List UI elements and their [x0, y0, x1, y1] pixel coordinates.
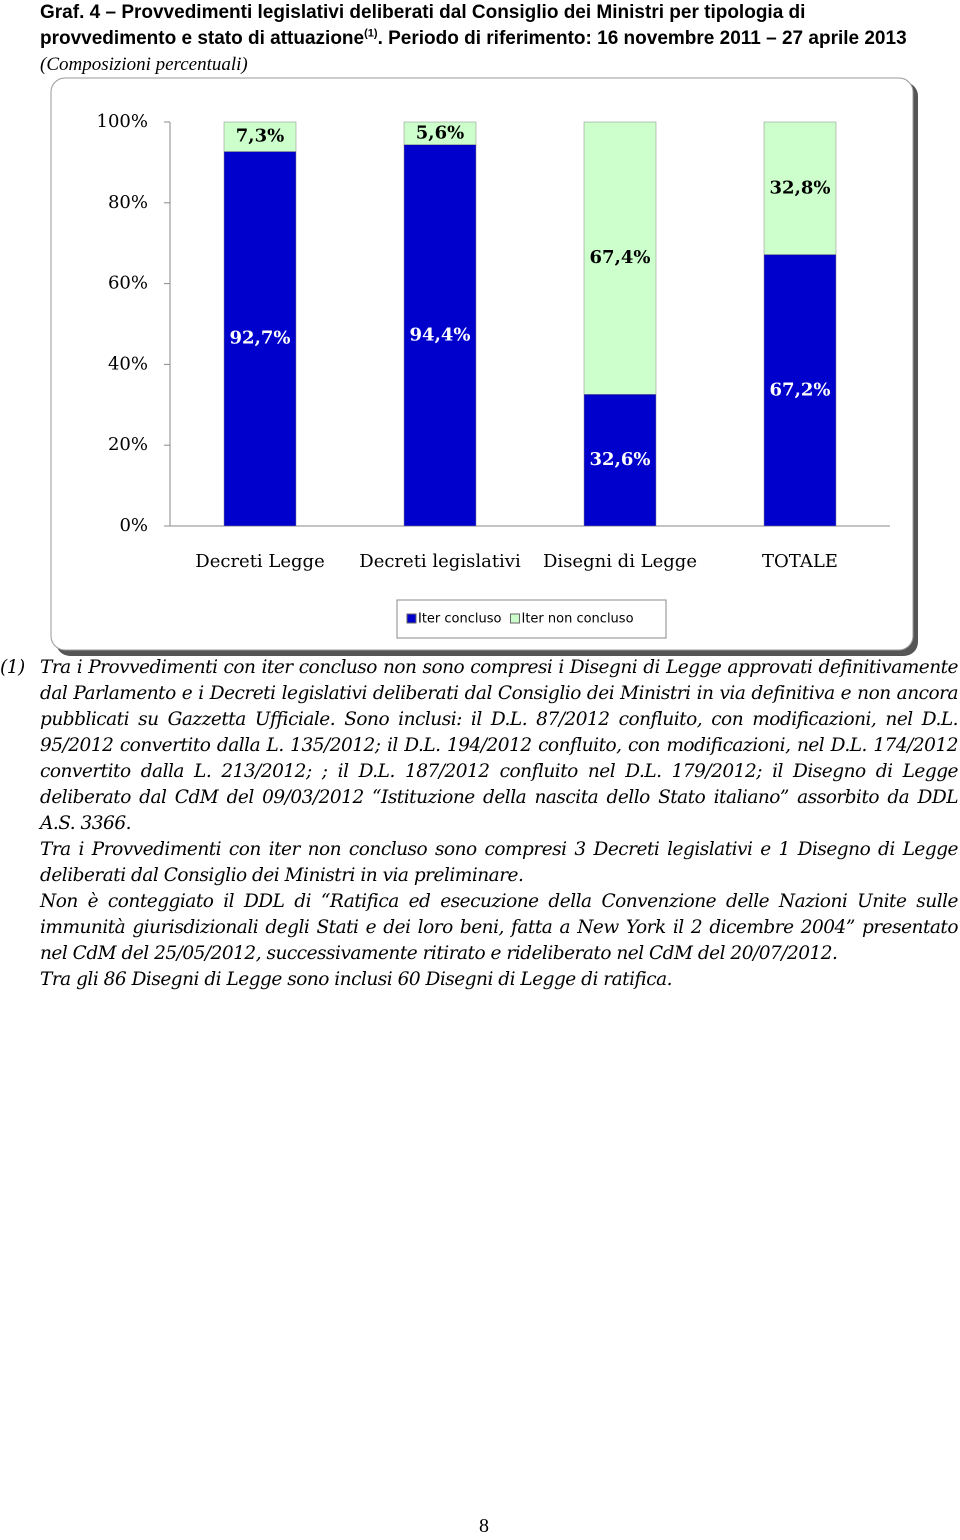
- note-paragraph: Tra i Provvedimenti con iter non conclus…: [40, 837, 959, 889]
- title-main: Graf. 4 – Provvedimenti legislativi deli…: [40, 2, 806, 49]
- legend-label: Iter non concluso: [521, 612, 633, 627]
- title-period: . Periodo di riferimento: 16 novembre 20…: [377, 28, 907, 49]
- value-label: 32,8%: [770, 177, 831, 198]
- page-number: 8: [479, 1515, 489, 1537]
- title-note: (Composizioni percentuali): [40, 54, 248, 75]
- y-tick-label: 40%: [108, 353, 148, 374]
- legend-swatch: [509, 613, 520, 624]
- value-label: 5,6%: [416, 122, 464, 143]
- chart: 0% 20% 40% 60% 80% 100% Decreti Legge 92,7% 7,3%…: [50, 77, 918, 656]
- y-tick-label: 20%: [108, 434, 148, 455]
- title-sup: (1): [364, 27, 378, 40]
- x-tick-label: TOTALE: [762, 551, 838, 572]
- x-tick-label: Disegni di Legge: [543, 551, 697, 572]
- value-label: 32,6%: [590, 449, 651, 470]
- title: Graf. 4 – Provvedimenti legislativi deli…: [40, 0, 940, 78]
- bar-segment: [403, 121, 477, 145]
- x-tick-label: Decreti Legge: [195, 551, 324, 572]
- bar-segment: [223, 151, 297, 527]
- value-label: 67,4%: [590, 247, 651, 268]
- value-label: 67,2%: [770, 379, 831, 400]
- note-text: Tra i Provvedimenti con iter concluso no…: [40, 657, 959, 834]
- y-tick-label: 60%: [108, 273, 148, 294]
- bar-segment: [403, 144, 477, 527]
- value-label: 92,7%: [230, 328, 291, 349]
- legend-swatch: [406, 613, 417, 624]
- value-label: 7,3%: [236, 126, 284, 147]
- legend-label: Iter concluso: [418, 612, 502, 627]
- note-marker: (1): [0, 657, 25, 678]
- note-text: Tra gli 86 Disegni di Legge sono inclusi…: [40, 969, 673, 990]
- bar-segment: [583, 121, 657, 395]
- note-paragraph: (1) Tra i Provvedimenti con iter concluso…: [0, 655, 959, 837]
- note-paragraph: Tra gli 86 Disegni di Legge sono inclusi…: [40, 967, 958, 993]
- note-text: Tra i Provvedimenti con iter non conclus…: [40, 839, 959, 886]
- y-tick-label: 80%: [108, 192, 148, 213]
- bar-segment: [583, 394, 657, 527]
- note-text: Non è conteggiato il DDL di “Ratifica ed…: [40, 891, 959, 964]
- note-paragraph: Non è conteggiato il DDL di “Ratifica ed…: [40, 889, 959, 967]
- value-label: 94,4%: [410, 324, 471, 345]
- notes: (1) Tra i Provvedimenti con iter concluso…: [0, 655, 959, 993]
- x-tick-label: Decreti legislativi: [359, 551, 521, 572]
- bar-segment: [763, 121, 837, 255]
- bar-segment: [223, 121, 297, 152]
- bar-segment: [763, 254, 837, 527]
- legend-box: [396, 599, 667, 639]
- y-tick-label: 100%: [97, 111, 148, 132]
- y-tick-label: 0%: [119, 515, 148, 536]
